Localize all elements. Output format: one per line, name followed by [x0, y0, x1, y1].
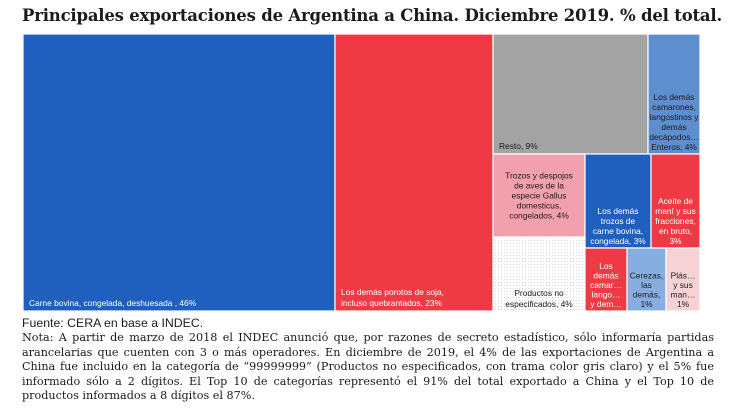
treemap-label-line: Los demás: [598, 206, 639, 216]
treemap-label-line: demás: [593, 271, 618, 281]
treemap-label-line: Trozos y despojos: [505, 171, 573, 181]
source-text: Fuente: CERA en base a INDEC.: [22, 316, 204, 330]
treemap-label-trozos-aves: Trozos y despojos de aves de la especie Ga…: [505, 171, 573, 221]
treemap-label-line: camar…: [590, 280, 622, 290]
treemap-label-line: lango…: [592, 290, 621, 300]
treemap-label-line: de aves de la: [514, 181, 564, 191]
treemap-label-plas: Plás… y sus man… 1%: [671, 271, 696, 310]
treemap-tile-porotos-soja[interactable]: [334, 33, 494, 312]
treemap-label-cerezas: Cerezas, las demás, 1%: [630, 271, 664, 310]
treemap-label-line: 1%: [640, 299, 653, 309]
treemap-label-line: especificados, 4%: [505, 299, 573, 309]
treemap-label-line: fracciones,: [655, 216, 696, 226]
treemap-label-carne-bovina: Carne bovina, congelada, deshuesada , 46…: [29, 298, 197, 308]
treemap-label-camar-lango: Los demás camar… lango… y dem…: [590, 261, 622, 309]
treemap-label-line: congelados, 4%: [509, 211, 569, 221]
treemap-label-line: demás,: [633, 290, 660, 300]
treemap-label-line: incluso quebrantados, 23%: [341, 298, 443, 308]
treemap-label-line: Los: [599, 261, 613, 271]
treemap-label-line: congelada, 3%: [590, 236, 646, 246]
treemap-label-resto: Resto, 9%: [499, 141, 538, 151]
treemap-tile-trozos-aves[interactable]: [492, 153, 586, 238]
treemap-label-line: especie Gallus: [512, 191, 567, 201]
treemap-label-line: 1%: [677, 299, 690, 309]
treemap-label-camarones: Los demás camarones, langostinos y demás dec…: [649, 92, 699, 152]
treemap-label-line: y dem…: [590, 299, 621, 309]
treemap-tile-resto[interactable]: [492, 33, 649, 155]
treemap-label-line: man…: [671, 290, 696, 300]
treemap-label-line: Resto, 9%: [499, 141, 538, 151]
treemap-label-aceite-mani: Aceite de maní y sus fracciones, en bruto, 3…: [655, 196, 696, 246]
treemap-label-line: langostinos y: [650, 112, 700, 122]
treemap-label-porotos-soja: Los demás porotos de soja, incluso quebra…: [341, 287, 444, 308]
treemap-label-line: Productos no: [514, 288, 564, 298]
treemap-tile-plas[interactable]: [665, 247, 701, 312]
treemap-label-line: maní y sus: [655, 206, 696, 216]
note-text: Nota: A partir de marzo de 2018 el INDEC…: [22, 331, 714, 403]
treemap-label-line: en bruto,: [659, 226, 692, 236]
treemap-label-line: Plás…: [671, 271, 696, 281]
treemap-tile-no-especificados[interactable]: [492, 236, 586, 312]
treemap-label-line: Enteros, 4%: [651, 142, 697, 152]
treemap-label-line: Carne bovina, congelada, deshuesada , 46…: [29, 298, 197, 308]
chart-title: Principales exportaciones de Argentina a…: [22, 6, 723, 25]
treemap-label-no-especificados: Productos no especificados, 4%: [505, 288, 573, 309]
treemap-label-line: domesticus,: [517, 201, 562, 211]
treemap-label-line: Cerezas,: [630, 271, 664, 281]
treemap-label-line: carne bovina,: [593, 226, 643, 236]
treemap-label-line: Los demás: [654, 92, 695, 102]
treemap: Carne bovina, congelada, deshuesada , 46…: [22, 33, 701, 312]
treemap-label-line: trozos de: [601, 216, 636, 226]
treemap-label-line: demás: [661, 122, 686, 132]
treemap-label-trozos-bovina: Los demás trozos de carne bovina, congelada…: [590, 206, 646, 246]
treemap-label-line: decápodos…: [649, 132, 698, 142]
treemap-tile-camarones[interactable]: [647, 33, 701, 155]
treemap-label-line: y sus: [673, 280, 693, 290]
treemap-label-line: las: [641, 280, 652, 290]
treemap-label-line: Aceite de: [658, 196, 693, 206]
treemap-tile-aceite-mani[interactable]: [650, 153, 701, 249]
treemap-tile-carne-bovina[interactable]: [22, 33, 336, 312]
treemap-label-line: camarones,: [652, 102, 696, 112]
treemap-tile-trozos-bovina[interactable]: [584, 153, 652, 249]
treemap-label-line: 3%: [669, 236, 682, 246]
treemap-label-line: Los demás porotos de soja,: [341, 287, 444, 297]
